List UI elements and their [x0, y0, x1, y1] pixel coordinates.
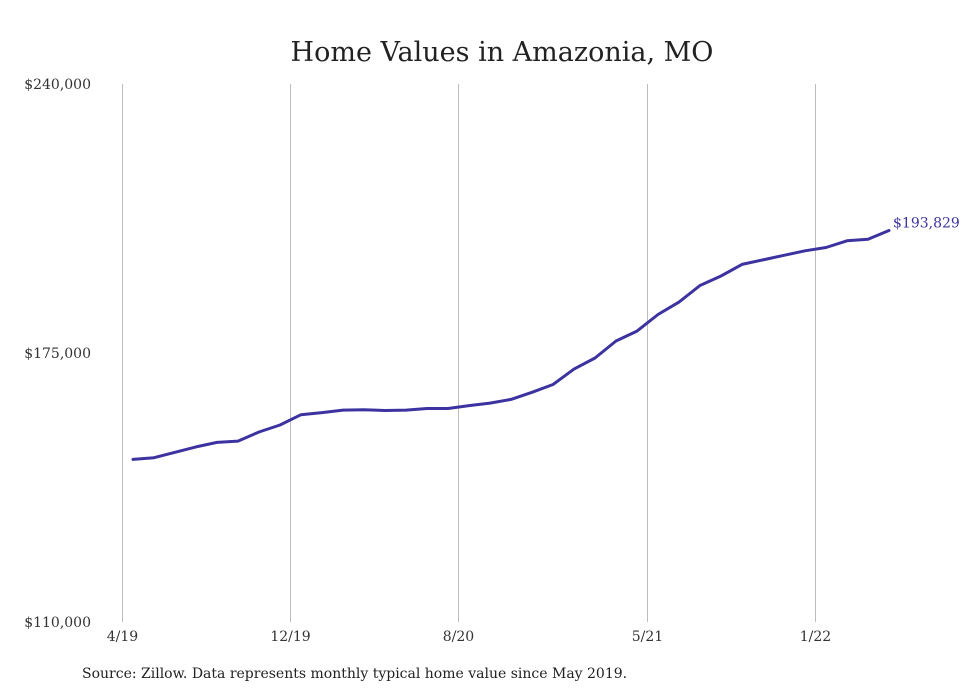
data-point: [657, 313, 659, 316]
data-point: [783, 254, 785, 257]
y-axis-ticks: $240,000 $175,000 $110,000: [24, 77, 91, 631]
data-point: [258, 431, 260, 434]
data-point: [867, 238, 869, 241]
data-point: [804, 249, 806, 252]
data-point: [153, 456, 155, 459]
data-point: [426, 407, 428, 410]
data-point: [552, 383, 554, 386]
data-point: [342, 409, 344, 412]
data-point: [615, 339, 617, 342]
data-point: [699, 284, 701, 287]
series-line: [131, 229, 891, 461]
data-point: [531, 391, 533, 394]
gridlines: [122, 84, 816, 622]
data-point: [573, 368, 575, 371]
data-point: [405, 409, 407, 412]
x-tick-label: 4/19: [107, 629, 138, 645]
data-point: [300, 413, 302, 416]
x-tick-label: 8/20: [443, 629, 474, 645]
data-point: [174, 451, 176, 454]
data-point: [321, 411, 323, 414]
data-point: [762, 258, 764, 261]
data-point: [468, 404, 470, 407]
y-tick-label: $240,000: [24, 77, 91, 93]
data-point: [279, 424, 281, 427]
data-point: [741, 263, 743, 266]
data-point: [447, 407, 449, 410]
data-point: [384, 409, 386, 412]
x-tick-label: 12/19: [270, 629, 310, 645]
data-point: [216, 441, 218, 444]
x-tick-label: 5/21: [632, 629, 663, 645]
chart-title: Home Values in Amazonia, MO: [291, 37, 714, 68]
end-value-label: $193,829: [893, 216, 960, 232]
x-axis-ticks: 4/19 12/19 8/20 5/21 1/22: [107, 629, 831, 645]
data-point: [678, 301, 680, 304]
data-point: [195, 445, 197, 448]
source-note: Source: Zillow. Data represents monthly …: [82, 666, 628, 682]
data-point: [489, 402, 491, 405]
data-point: [720, 275, 722, 278]
data-point: [132, 458, 134, 461]
data-point: [636, 330, 638, 333]
data-point: [363, 408, 365, 411]
y-tick-label: $110,000: [24, 615, 91, 631]
data-point: [888, 229, 890, 232]
data-point: [846, 239, 848, 242]
data-point: [510, 398, 512, 401]
series-group: $193,829: [131, 216, 960, 461]
data-point: [825, 246, 827, 249]
data-point: [594, 356, 596, 359]
y-tick-label: $175,000: [24, 346, 91, 362]
x-tick-label: 1/22: [800, 629, 831, 645]
data-point: [237, 440, 239, 443]
